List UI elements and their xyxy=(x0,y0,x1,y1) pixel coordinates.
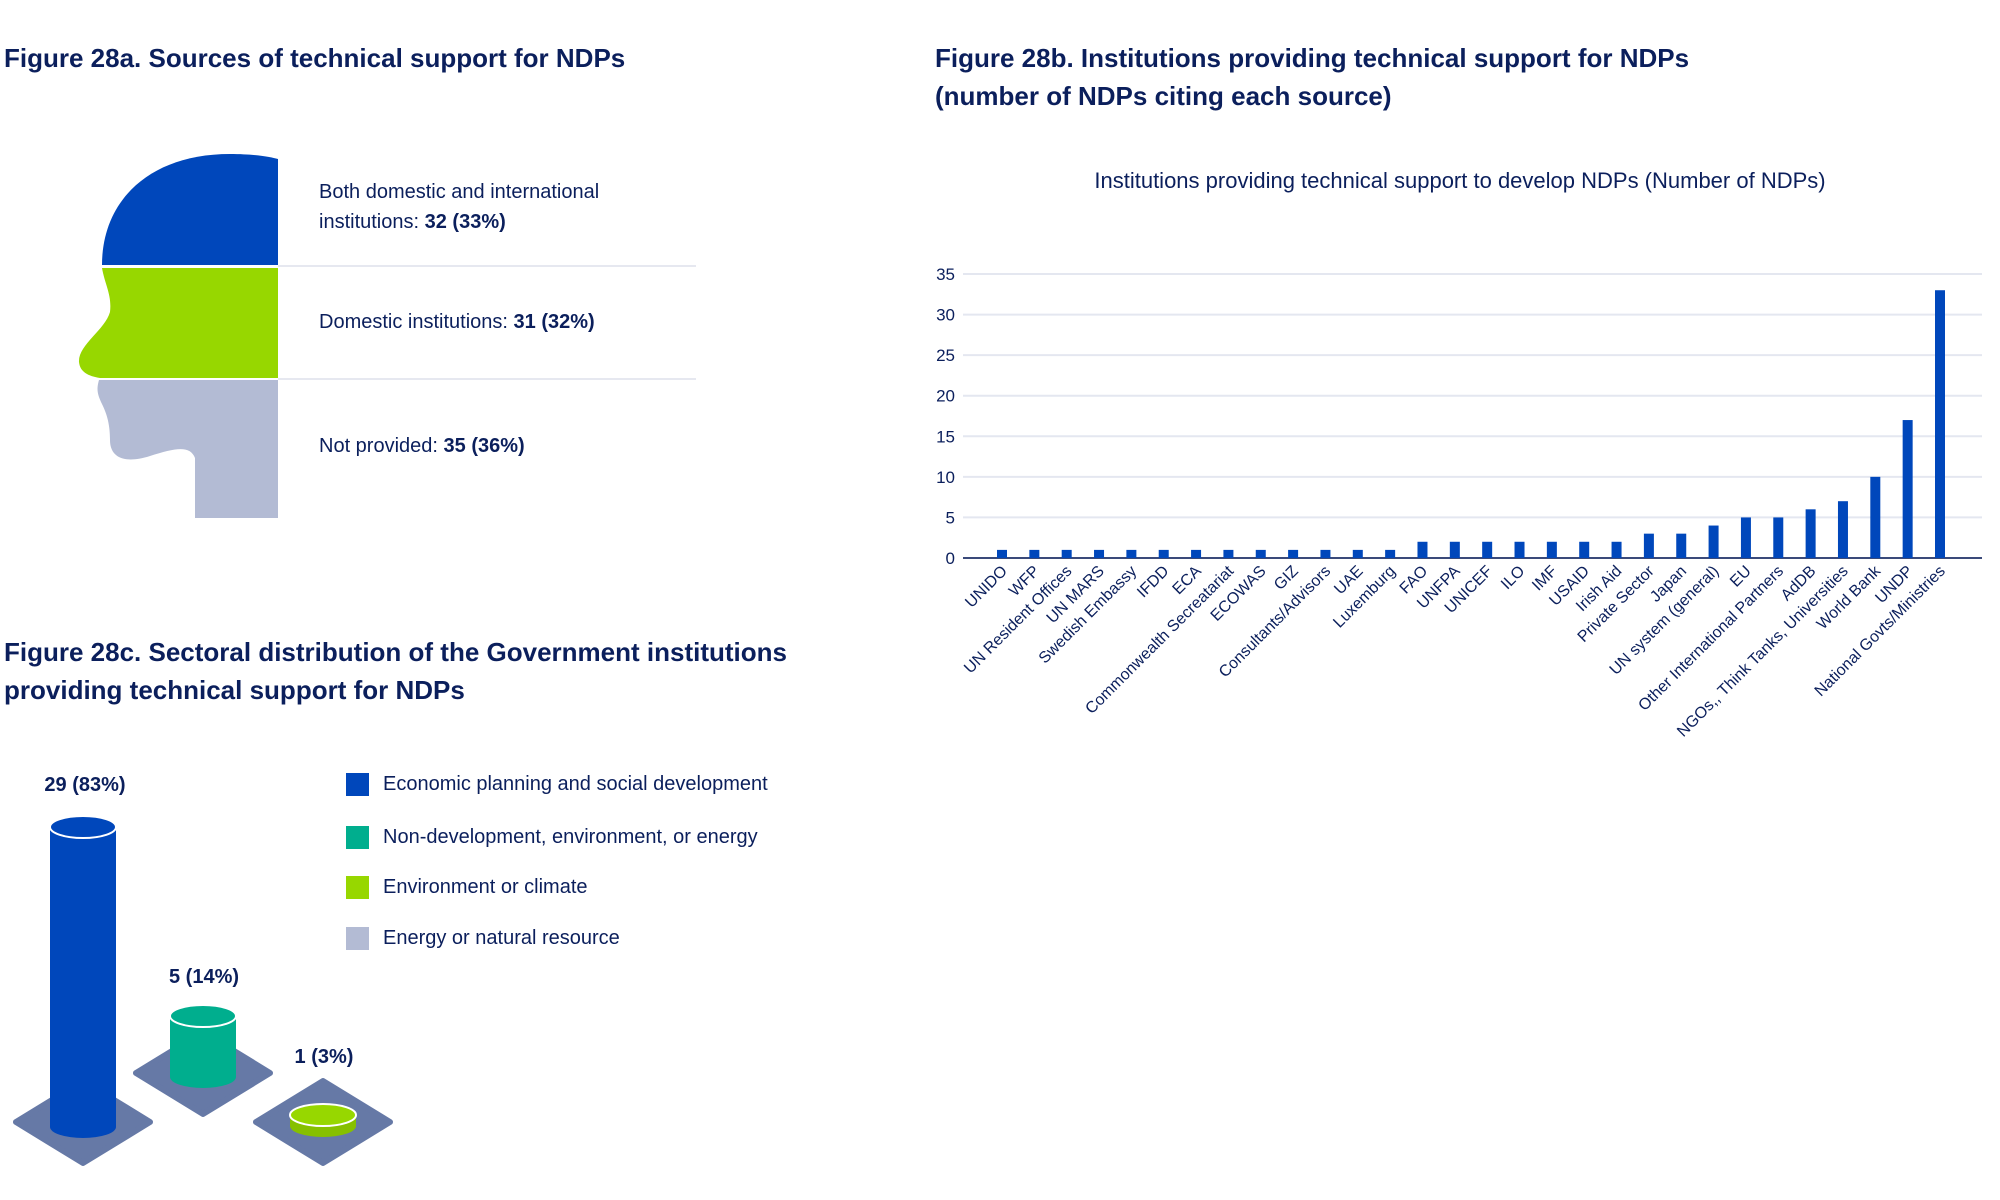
y-tick-label: 15 xyxy=(936,427,955,446)
bar xyxy=(997,549,1007,558)
x-tick-label: UNIDO xyxy=(962,563,1010,611)
bar xyxy=(1935,290,1945,558)
title-line: (number of NDPs citing each source) xyxy=(935,81,1392,111)
cylinder-non-development xyxy=(169,1004,237,1088)
bar xyxy=(1191,549,1202,558)
cylinder-label-non-development: 5 (14%) xyxy=(168,966,240,988)
bar xyxy=(1417,541,1428,558)
bar xyxy=(1708,525,1719,558)
figure-28b-title: Figure 28b. Institutions providing techn… xyxy=(935,39,1689,115)
bar xyxy=(1546,541,1557,558)
bar xyxy=(1805,509,1816,558)
legend-label: Environment or climate xyxy=(383,876,588,898)
bar xyxy=(1094,549,1105,558)
bar xyxy=(1740,517,1751,558)
value-text: 31 (32%) xyxy=(513,311,595,333)
chart-title: Institutions providing technical support… xyxy=(1094,168,1826,193)
head-silhouette-icon xyxy=(78,154,278,518)
bar xyxy=(1482,541,1493,558)
y-tick-label: 0 xyxy=(946,549,955,568)
bar xyxy=(1126,549,1137,558)
bar xyxy=(1061,549,1072,558)
legend-item-energy: Energy or natural resource xyxy=(346,927,620,950)
legend-label: Economic planning and social development xyxy=(383,773,768,795)
title-line: Figure 28c. Sectoral distribution of the… xyxy=(4,637,787,667)
cylinder-label-economic: 29 (83%) xyxy=(44,774,126,796)
cylinder-economic xyxy=(49,815,117,1138)
legend-item-non-development: Non-development, environment, or energy xyxy=(346,826,758,849)
figure-28a-title: Figure 28a. Sources of technical support… xyxy=(4,43,626,73)
legend-label: Energy or natural resource xyxy=(383,927,620,949)
label-text: institutions: xyxy=(319,211,425,233)
legend-swatch xyxy=(346,927,369,950)
legend-label: Non-development, environment, or energy xyxy=(383,826,758,848)
label-text: Domestic institutions: xyxy=(319,311,514,333)
x-tick-label: IFDD xyxy=(1134,563,1172,601)
bar xyxy=(1320,549,1331,558)
legend-item-economic: Economic planning and social development xyxy=(346,773,768,796)
bar xyxy=(1255,549,1266,558)
legend-not-provided-label: Not provided: 35 (36%) xyxy=(319,431,525,461)
label-text: Both domestic and international xyxy=(319,181,600,203)
divider xyxy=(278,378,696,380)
value-text: 32 (33%) xyxy=(424,211,506,233)
legend-swatch xyxy=(346,826,369,849)
head-segment-not-provided xyxy=(97,380,278,518)
y-tick-label: 5 xyxy=(946,508,955,527)
bar xyxy=(1611,541,1622,558)
bar xyxy=(1352,549,1363,558)
bar xyxy=(1514,541,1525,558)
bar xyxy=(1158,549,1169,558)
figure-28c-title: Figure 28c. Sectoral distribution of the… xyxy=(4,633,787,709)
bar xyxy=(1837,501,1848,558)
legend-swatch xyxy=(346,876,369,899)
y-tick-label: 35 xyxy=(936,265,955,284)
divider xyxy=(278,265,696,267)
y-tick-label: 30 xyxy=(936,306,955,325)
bar xyxy=(1773,517,1784,558)
legend-item-environment: Environment or climate xyxy=(346,876,588,899)
legend-swatch xyxy=(346,773,369,796)
x-tick-label: ILO xyxy=(1498,563,1528,593)
head-segment-domestic xyxy=(78,268,278,378)
bar xyxy=(1288,549,1299,558)
legend-domestic-label: Domestic institutions: 31 (32%) xyxy=(319,307,595,337)
cylinder-label-environment: 1 (3%) xyxy=(294,1046,354,1068)
value-text: 35 (36%) xyxy=(443,435,525,457)
bar xyxy=(1676,533,1687,558)
head-segment-both xyxy=(102,154,278,265)
title-line: Figure 28b. Institutions providing techn… xyxy=(935,43,1690,73)
bar xyxy=(1579,541,1590,558)
cylinder-environment xyxy=(289,1103,357,1137)
bar xyxy=(1449,541,1460,558)
title-line: providing technical support for NDPs xyxy=(4,675,465,705)
legend-both-label: Both domestic and international institut… xyxy=(319,177,599,237)
y-tick-label: 25 xyxy=(936,346,955,365)
bar xyxy=(1223,549,1234,558)
bar xyxy=(1902,420,1913,558)
cylinder-chart xyxy=(13,815,393,1166)
bar xyxy=(1643,533,1654,558)
label-text: Not provided: xyxy=(319,435,444,457)
bar xyxy=(1870,476,1881,558)
y-tick-label: 10 xyxy=(936,468,955,487)
bar xyxy=(1385,549,1396,558)
y-tick-label: 20 xyxy=(936,387,955,406)
bar xyxy=(1029,549,1040,558)
